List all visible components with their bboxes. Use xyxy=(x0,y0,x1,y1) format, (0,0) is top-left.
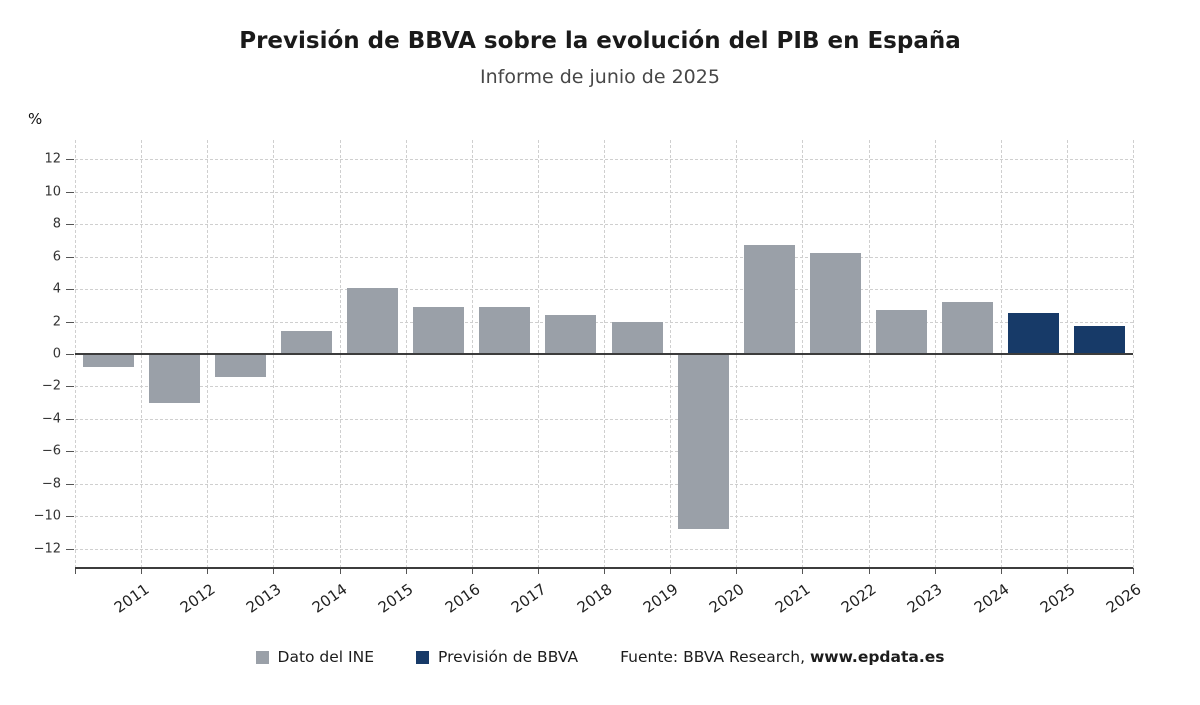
legend-label-bbva: Previsión de BBVA xyxy=(438,648,579,666)
chart-subtitle: Informe de junio de 2025 xyxy=(480,66,720,88)
bar-2016 xyxy=(413,306,465,354)
bar-2023 xyxy=(876,310,928,354)
source-text: Fuente: BBVA Research, www.epdata.es xyxy=(620,648,944,666)
x-axis-tick-label: 2022 xyxy=(838,580,880,617)
y-axis-tick-label: 4 xyxy=(52,281,61,297)
x-axis-line xyxy=(75,567,1133,569)
y-axis-tick-label: −10 xyxy=(33,508,61,524)
source-link[interactable]: www.epdata.es xyxy=(809,648,945,666)
x-tick xyxy=(868,568,870,574)
bar-2020 xyxy=(677,354,729,530)
x-tick xyxy=(75,568,76,574)
bar-2017 xyxy=(479,306,531,354)
x-tick xyxy=(141,568,143,574)
y-tick xyxy=(66,516,74,518)
bar-2014 xyxy=(280,331,332,354)
x-axis-tick-label: 2026 xyxy=(1102,580,1145,617)
y-tick xyxy=(66,483,74,485)
bar-2021 xyxy=(743,245,795,354)
x-axis-tick-label: 2014 xyxy=(309,580,351,617)
y-tick xyxy=(66,548,74,550)
y-tick xyxy=(66,451,74,453)
source-prefix: Fuente: BBVA Research, xyxy=(620,648,810,666)
legend-label-ine: Dato del INE xyxy=(277,648,375,666)
zero-line xyxy=(75,353,1133,355)
y-axis-tick-label: 0 xyxy=(52,346,61,362)
x-tick xyxy=(537,568,539,574)
x-tick xyxy=(934,568,936,574)
y-tick xyxy=(66,354,74,355)
x-axis-tick-label: 2021 xyxy=(772,580,814,617)
bar-2024 xyxy=(942,302,994,354)
y-axis-tick-label: 2 xyxy=(52,314,61,330)
y-axis-tick-label: −2 xyxy=(41,378,61,394)
y-axis-tick-label: −8 xyxy=(41,476,61,492)
x-tick xyxy=(1133,568,1134,574)
y-tick xyxy=(66,191,74,193)
bar-2013 xyxy=(214,354,266,377)
y-axis-tick-label: −4 xyxy=(41,411,61,427)
legend-swatch-bbva xyxy=(416,650,430,664)
x-tick xyxy=(405,568,407,574)
x-axis-tick-label: 2011 xyxy=(110,580,153,617)
x-tick xyxy=(1066,568,1068,574)
y-axis-unit-label: % xyxy=(28,110,43,128)
legend: Dato del INE Previsión de BBVA Fuente: B… xyxy=(0,648,1200,666)
x-tick xyxy=(604,568,605,574)
x-axis-tick-label: 2012 xyxy=(176,580,219,617)
x-tick xyxy=(207,568,209,574)
bar-2012 xyxy=(148,354,200,403)
x-axis-tick-label: 2020 xyxy=(705,580,748,617)
y-axis-tick-label: 10 xyxy=(44,184,61,200)
y-axis-tick-label: −6 xyxy=(41,443,61,459)
y-tick xyxy=(66,159,74,161)
x-axis-tick-label: 2025 xyxy=(1036,580,1079,617)
x-axis-tick-label: 2023 xyxy=(904,580,946,617)
x-tick xyxy=(339,568,341,574)
x-axis-tick-label: 2015 xyxy=(375,580,417,617)
x-tick xyxy=(1000,568,1002,574)
y-tick xyxy=(66,418,74,420)
x-tick xyxy=(471,568,473,574)
x-axis-tick-label: 2013 xyxy=(243,580,285,617)
y-tick xyxy=(66,289,74,291)
x-axis-tick-label: 2016 xyxy=(441,580,484,617)
bar-2015 xyxy=(347,287,399,354)
bar-2018 xyxy=(545,315,597,354)
chart-title: Previsión de BBVA sobre la evolución del… xyxy=(239,28,961,54)
bar-2011 xyxy=(82,354,134,367)
y-tick xyxy=(66,224,74,226)
legend-swatch-ine xyxy=(255,650,269,664)
bar-2025 xyxy=(1008,313,1060,354)
x-axis-tick-label: 2024 xyxy=(970,580,1013,617)
x-tick xyxy=(736,568,738,574)
y-tick xyxy=(66,256,74,258)
x-axis-tick-label: 2018 xyxy=(573,580,616,617)
x-tick xyxy=(273,568,275,574)
y-tick xyxy=(66,321,74,323)
x-axis-tick-label: 2017 xyxy=(507,580,550,617)
x-tick xyxy=(802,568,804,574)
legend-item-bbva: Previsión de BBVA xyxy=(416,648,578,666)
x-tick xyxy=(670,568,672,574)
bar-2026 xyxy=(1074,326,1126,354)
bar-2022 xyxy=(809,253,861,354)
legend-item-ine: Dato del INE xyxy=(255,648,375,666)
y-axis-tick-label: 8 xyxy=(52,216,61,232)
y-axis-tick-label: 6 xyxy=(52,249,61,265)
y-tick xyxy=(66,386,74,388)
y-axis-tick-label: 12 xyxy=(44,151,61,167)
v-gridline xyxy=(1133,140,1134,568)
y-axis-tick-label: −12 xyxy=(33,541,61,557)
x-axis-tick-label: 2019 xyxy=(639,580,682,617)
bar-2019 xyxy=(611,321,663,354)
